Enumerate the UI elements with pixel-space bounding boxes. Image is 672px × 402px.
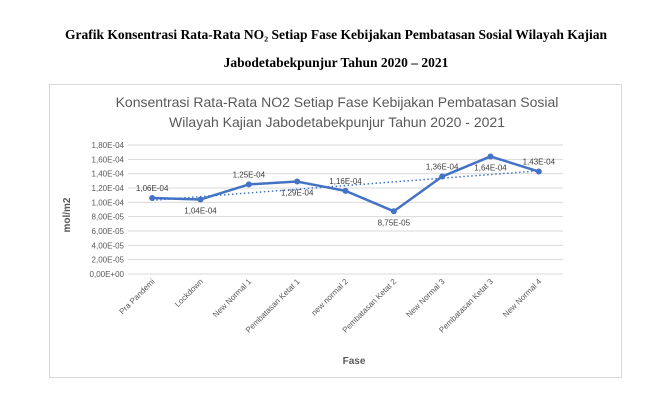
data-label: 8,75E-05 bbox=[378, 218, 411, 227]
y-tick-label: 1,20E-04 bbox=[92, 184, 125, 193]
data-label: 1,43E-04 bbox=[523, 158, 556, 167]
data-point bbox=[439, 173, 446, 180]
data-point bbox=[342, 187, 349, 194]
x-tick-label: Pra Pandemi bbox=[118, 277, 157, 316]
y-tick-label: 4,00E-05 bbox=[92, 241, 125, 250]
y-tick-label: 0,00E+00 bbox=[90, 270, 125, 279]
series-group bbox=[149, 153, 542, 215]
data-point bbox=[390, 208, 397, 215]
x-tick-label: Pembatasan Ketat 1 bbox=[244, 277, 302, 335]
data-labels: 1,06E-04 1,04E-04 1,25E-04 1,29E-04 1,16E-04… bbox=[136, 158, 556, 228]
x-tick-label: Lockdown bbox=[173, 277, 205, 309]
chart-title-line2: Wilayah Kajian Jabodetabekpunjur Tahun 2… bbox=[169, 114, 505, 130]
data-point bbox=[245, 181, 252, 188]
x-tick-label: New Normal 4 bbox=[501, 277, 544, 320]
data-label: 1,29E-04 bbox=[281, 189, 314, 198]
chart-frame: Konsentrasi Rata-Rata NO2 Setiap Fase Ke… bbox=[49, 84, 622, 378]
x-tick-label: New Normal 3 bbox=[404, 277, 447, 320]
y-tick-label: 2,00E-05 bbox=[92, 256, 125, 265]
data-point bbox=[294, 178, 301, 185]
x-tick-labels: Pra Pandemi Lockdown New Normal 1Pembatasa… bbox=[118, 277, 544, 335]
y-axis-label: mol/m2 bbox=[62, 197, 73, 232]
x-tick-label: new normal 2 bbox=[310, 277, 351, 318]
x-axis-label: Fase bbox=[343, 356, 366, 367]
data-point bbox=[487, 153, 494, 160]
data-point bbox=[535, 168, 542, 175]
y-tick-label: 1,80E-04 bbox=[92, 141, 125, 150]
data-point bbox=[197, 196, 204, 203]
y-tick-label: 8,00E-05 bbox=[92, 213, 125, 222]
document-caption-line1: Grafik Konsentrasi Rata-Rata NO₂ Setiap … bbox=[64, 27, 608, 42]
gridlines bbox=[128, 144, 563, 275]
data-label: 1,04E-04 bbox=[184, 206, 217, 215]
x-tick-label: New Normal 1 bbox=[211, 277, 254, 320]
x-tick-label: Pembatasan Ketat 3 bbox=[437, 277, 495, 335]
data-point bbox=[149, 195, 156, 202]
data-label: 1,06E-04 bbox=[136, 184, 169, 193]
document-caption-line2: Jabodetabekpunjur Tahun 2020 – 2021 bbox=[223, 55, 449, 70]
chart-title-line1: Konsentrasi Rata-Rata NO2 Setiap Fase Ke… bbox=[116, 94, 559, 110]
y-tick-label: 6,00E-05 bbox=[92, 227, 125, 236]
y-tick-labels: 1,80E-04 1,60E-04 1,40E-04 1,20E-04 1,00E-04… bbox=[90, 141, 125, 279]
data-label: 1,64E-04 bbox=[474, 163, 507, 172]
y-tick-label: 1,00E-04 bbox=[92, 198, 125, 207]
data-label: 1,25E-04 bbox=[233, 170, 266, 179]
data-label: 1,16E-04 bbox=[329, 177, 362, 186]
y-tick-label: 1,60E-04 bbox=[92, 155, 125, 164]
line-chart: Konsentrasi Rata-Rata NO2 Setiap Fase Ke… bbox=[62, 94, 563, 367]
x-tick-label: Pembatasan Ketat 2 bbox=[341, 277, 399, 335]
y-tick-label: 1,40E-04 bbox=[92, 170, 125, 179]
data-label: 1,36E-04 bbox=[426, 163, 459, 172]
